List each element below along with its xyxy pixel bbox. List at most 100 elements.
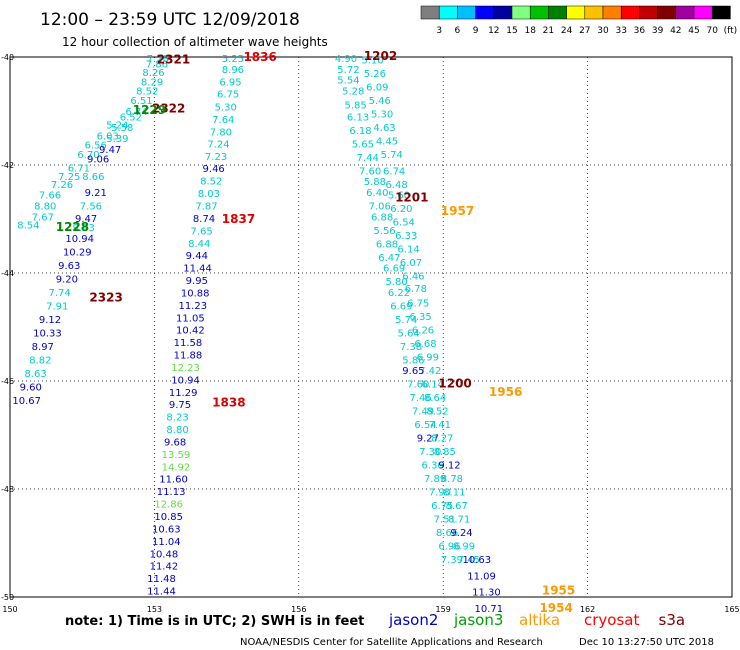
colorbar-label: 15 — [506, 26, 517, 36]
legend-item: cryosat — [584, 611, 639, 629]
wave-height-value: 5.85 — [345, 101, 367, 112]
wave-height-value: 7.60 — [359, 166, 381, 177]
wave-height-value: 5.30 — [215, 103, 237, 114]
wave-height-value: 7.49 — [412, 407, 434, 418]
wave-height-value: 5.65 — [352, 139, 374, 150]
wave-height-value: 7.25 — [58, 172, 80, 183]
y-tick-label: -44 — [1, 269, 14, 278]
wave-height-value: 8.74 — [193, 214, 215, 225]
colorbar-label: 27 — [579, 26, 590, 36]
wave-height-value: 6.20 — [390, 204, 412, 215]
wave-height-value: 7.65 — [191, 226, 213, 237]
footer-note: note: 1) Time is in UTC; 2) SWH is in fe… — [65, 614, 364, 629]
y-tick-label: -46 — [1, 377, 14, 386]
wave-height-value: 6.95 — [219, 77, 241, 88]
x-tick-label: 162 — [580, 605, 595, 614]
wave-height-value: 6.69 — [390, 301, 412, 312]
wave-height-value: 6.54 — [393, 218, 415, 229]
wave-height-value: 8.11 — [443, 488, 465, 499]
colorbar-swatch — [639, 5, 658, 20]
wave-height-value: 8.96 — [222, 65, 244, 76]
wave-height-value: 4.45 — [376, 137, 398, 148]
wave-height-value: 7.91 — [46, 301, 68, 312]
colorbar-swatch — [566, 5, 586, 20]
wave-height-value: 6.51 — [130, 96, 152, 107]
pass-time-label: 2323 — [89, 290, 122, 304]
wave-height-value: 7.51 — [434, 515, 456, 526]
plot-grid — [9, 56, 733, 598]
colorbar-label: 42 — [670, 26, 681, 36]
colorbar-swatch — [711, 5, 731, 20]
wave-height-value: 8.99 — [453, 542, 475, 553]
pass-time-label: 1202 — [364, 49, 397, 63]
wave-height-value: 6.14 — [397, 245, 419, 256]
wave-height-value: 10.67 — [12, 396, 41, 407]
wave-height-value: 6.18 — [349, 126, 371, 137]
wave-height-value: 8.23 — [166, 413, 188, 424]
wave-height-value: 7.66 — [39, 191, 61, 202]
colorbar-swatch — [584, 5, 604, 20]
pass-time-label: 1200 — [438, 377, 471, 391]
wave-height-value: 6.88 — [371, 212, 393, 223]
wave-height-value: 10.94 — [65, 234, 94, 245]
wave-height-value: 8.52 — [200, 177, 222, 188]
wave-height-value: 5.64 — [397, 328, 419, 339]
wave-height-value: 10.33 — [33, 328, 62, 339]
wave-height-value: 7.45 — [458, 555, 480, 566]
wave-height-value: 8.71 — [448, 515, 470, 526]
wave-height-value: 8.27 — [431, 434, 453, 445]
wave-height-value: 6.99 — [417, 353, 439, 364]
y-tick-label: -42 — [1, 161, 14, 170]
pass-time-label: 2322 — [152, 101, 185, 115]
wave-height-value: 7.64 — [212, 115, 234, 126]
colorbar-label: (ft) — [724, 26, 738, 36]
wave-height-value: 9.47 — [75, 214, 97, 225]
wave-height-value: 9.95 — [186, 276, 208, 287]
wave-height-value: 5.46 — [369, 96, 391, 107]
wave-height-value: 5.74 — [395, 315, 417, 326]
wave-height-value: 10.48 — [150, 549, 179, 560]
wave-height-value: 9.93 — [73, 223, 95, 234]
wave-height-value: 6.75 — [431, 501, 453, 512]
wave-height-value: 6.36 — [422, 461, 444, 472]
wave-height-value: 5.60 — [388, 191, 410, 202]
wave-height-value: 5.39 — [106, 134, 128, 145]
x-tick-label: 165 — [724, 605, 739, 614]
wave-height-value: 8.97 — [32, 342, 54, 353]
wave-height-value: 11.05 — [176, 313, 205, 324]
wave-height-value: 7.44 — [357, 153, 379, 164]
wave-height-value: 6.71 — [68, 164, 90, 175]
wave-height-value: 5.74 — [381, 150, 403, 161]
wave-height-value: 10.63 — [152, 524, 181, 535]
wave-height-value: 7.30 — [419, 447, 441, 458]
wave-height-value: 5.80 — [385, 277, 407, 288]
wave-height-value: 9.12 — [438, 461, 460, 472]
wave-height-value: 9.06 — [87, 155, 109, 166]
wave-height-value: 8.66 — [436, 528, 458, 539]
wave-height-value: 7.26 — [51, 180, 73, 191]
footer-credit: NOAA/NESDIS Center for Satellite Applica… — [240, 637, 543, 648]
colorbar-label: 21 — [543, 26, 554, 36]
wave-height-value: 11.09 — [467, 571, 496, 582]
colorbar-swatch — [620, 5, 640, 20]
colorbar-swatch — [438, 5, 458, 20]
wave-height-value: 7.74 — [49, 288, 71, 299]
y-tick-label: -50 — [1, 593, 14, 602]
wave-height-value: 7.67 — [32, 212, 54, 223]
pass-time-label: 1957 — [441, 204, 474, 218]
wave-height-value: 11.04 — [152, 537, 181, 548]
colorbar-label: 45 — [688, 26, 699, 36]
pass-time-label: 1228 — [56, 220, 89, 234]
chart-subtitle: 12 hour collection of altimeter wave hei… — [62, 35, 328, 49]
wave-height-value: 7.90 — [429, 488, 451, 499]
wave-height-value: 5.54 — [337, 76, 359, 87]
wave-height-value: 9.63 — [58, 261, 80, 272]
wave-height-value: 8.52 — [136, 86, 158, 97]
wave-height-value: 9.60 — [20, 382, 42, 393]
wave-height-value: 5.10 — [361, 56, 383, 67]
satellite-legend: jason2 jason3 altika cryosat s3a — [388, 611, 685, 629]
wave-height-value: 6.68 — [414, 339, 436, 350]
wave-height-value: 6.48 — [385, 180, 407, 191]
wave-height-value: 9.65 — [402, 366, 424, 377]
